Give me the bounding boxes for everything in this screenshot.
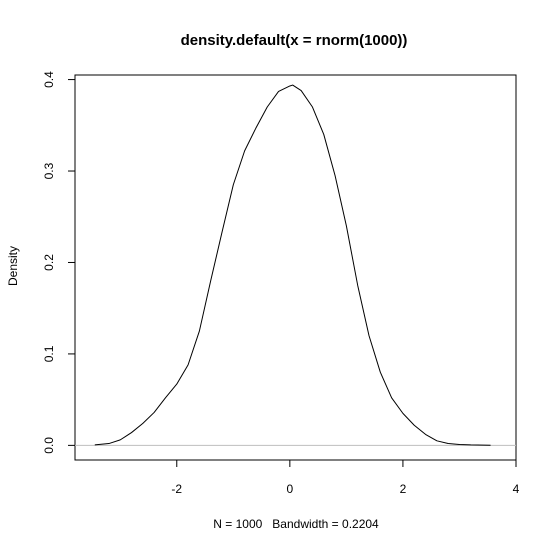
x-tick-label: 4 — [513, 482, 520, 496]
y-tick-label: 0.0 — [42, 437, 56, 454]
x-axis: -2 0 2 4 — [171, 460, 520, 496]
y-axis: 0.0 0.1 0.2 0.3 0.4 — [42, 71, 75, 454]
density-curve — [94, 84, 491, 446]
y-tick-label: 0.3 — [42, 162, 56, 179]
x-axis-label: N = 1000 Bandwidth = 0.2204 — [213, 517, 379, 531]
x-tick-label: 0 — [287, 482, 294, 496]
x-tick-label: 2 — [400, 482, 407, 496]
y-tick-label: 0.1 — [42, 345, 56, 362]
y-tick-label: 0.4 — [42, 71, 56, 88]
x-tick-label: -2 — [171, 482, 182, 496]
plot-frame — [74, 74, 517, 461]
y-axis-label: Density — [6, 246, 20, 286]
density-series — [94, 84, 491, 446]
chart-title: density.default(x = rnorm(1000)) — [181, 32, 408, 49]
y-tick-label: 0.2 — [42, 254, 56, 271]
